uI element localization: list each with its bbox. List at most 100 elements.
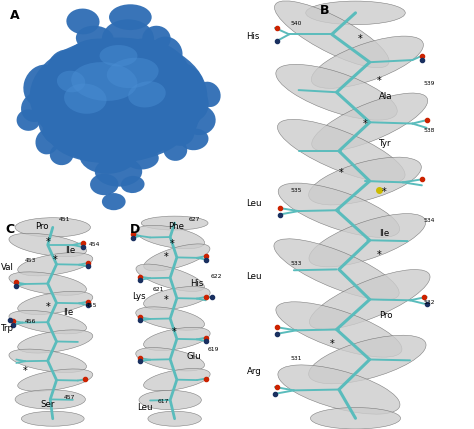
Ellipse shape (144, 327, 210, 350)
Text: *: * (329, 339, 334, 349)
Ellipse shape (9, 233, 87, 257)
Ellipse shape (182, 105, 216, 135)
Text: *: * (164, 252, 168, 263)
Ellipse shape (136, 307, 205, 330)
Ellipse shape (180, 129, 209, 150)
Text: 457: 457 (64, 396, 75, 400)
Ellipse shape (102, 19, 154, 58)
Text: 622: 622 (211, 274, 222, 279)
Ellipse shape (136, 264, 204, 291)
Ellipse shape (310, 269, 430, 329)
Ellipse shape (76, 26, 114, 51)
Ellipse shape (136, 225, 205, 249)
Ellipse shape (141, 216, 208, 230)
Text: *: * (164, 295, 168, 305)
Ellipse shape (50, 144, 73, 165)
Ellipse shape (196, 82, 221, 107)
Text: *: * (46, 237, 50, 248)
Text: Tyr: Tyr (379, 139, 392, 148)
Ellipse shape (136, 347, 205, 371)
Ellipse shape (132, 78, 200, 145)
Ellipse shape (95, 157, 142, 187)
Text: *: * (23, 366, 27, 376)
Text: *: * (358, 34, 363, 45)
Ellipse shape (64, 84, 107, 114)
Text: 538: 538 (423, 128, 434, 133)
Ellipse shape (47, 94, 190, 163)
Text: 621: 621 (153, 287, 164, 292)
Text: Leu: Leu (246, 272, 262, 281)
Ellipse shape (23, 65, 62, 107)
Ellipse shape (278, 365, 400, 414)
Ellipse shape (144, 287, 210, 310)
Text: *: * (53, 254, 58, 265)
Ellipse shape (126, 148, 159, 169)
Ellipse shape (309, 335, 426, 384)
Ellipse shape (29, 37, 207, 155)
Ellipse shape (277, 119, 405, 183)
Text: Leu: Leu (246, 199, 262, 208)
Text: 617: 617 (157, 399, 169, 404)
Text: 455: 455 (86, 303, 98, 308)
Text: 454: 454 (89, 242, 100, 247)
Text: *: * (363, 119, 367, 130)
Text: Trp: Trp (1, 324, 14, 332)
Text: *: * (382, 187, 386, 197)
Text: 539: 539 (423, 81, 434, 86)
Ellipse shape (43, 114, 71, 144)
Ellipse shape (309, 214, 426, 267)
Ellipse shape (57, 71, 85, 92)
Ellipse shape (128, 81, 166, 108)
Ellipse shape (18, 369, 93, 391)
Ellipse shape (309, 157, 421, 205)
Ellipse shape (15, 390, 85, 409)
Ellipse shape (142, 26, 171, 51)
Text: His: His (246, 32, 260, 41)
Text: C: C (5, 223, 14, 236)
Ellipse shape (276, 64, 397, 120)
Text: His: His (190, 279, 204, 287)
Ellipse shape (21, 93, 50, 122)
Ellipse shape (274, 239, 399, 300)
Ellipse shape (9, 349, 87, 372)
Text: 533: 533 (290, 261, 301, 266)
Text: *: * (377, 76, 382, 86)
Ellipse shape (166, 120, 194, 146)
Ellipse shape (156, 63, 204, 109)
Text: *: * (172, 327, 177, 338)
Ellipse shape (276, 302, 402, 357)
Ellipse shape (45, 45, 135, 135)
Text: 540: 540 (290, 21, 301, 26)
Text: Leu: Leu (137, 403, 152, 412)
Ellipse shape (312, 93, 428, 151)
Ellipse shape (102, 193, 126, 210)
Ellipse shape (109, 4, 152, 30)
Text: Phe: Phe (168, 222, 184, 231)
Text: 453: 453 (25, 258, 36, 263)
Ellipse shape (107, 58, 159, 88)
Ellipse shape (144, 369, 210, 391)
Ellipse shape (139, 390, 201, 410)
Ellipse shape (90, 174, 118, 195)
Ellipse shape (71, 62, 137, 101)
Ellipse shape (100, 45, 137, 66)
Text: *: * (170, 239, 175, 249)
Ellipse shape (32, 65, 82, 124)
Ellipse shape (274, 1, 389, 68)
Ellipse shape (15, 218, 91, 237)
Text: 627: 627 (189, 218, 200, 222)
Text: Lys: Lys (132, 292, 146, 300)
Ellipse shape (311, 36, 423, 88)
Text: 534: 534 (423, 218, 434, 224)
Text: Pro: Pro (379, 311, 392, 320)
Ellipse shape (144, 244, 210, 271)
Ellipse shape (64, 39, 135, 90)
Text: Val: Val (1, 263, 14, 272)
Ellipse shape (310, 408, 401, 429)
Ellipse shape (9, 272, 87, 295)
Text: Pro: Pro (35, 222, 49, 231)
Ellipse shape (148, 411, 201, 426)
Text: Ile: Ile (65, 247, 75, 255)
Ellipse shape (113, 39, 172, 82)
Ellipse shape (171, 84, 209, 122)
